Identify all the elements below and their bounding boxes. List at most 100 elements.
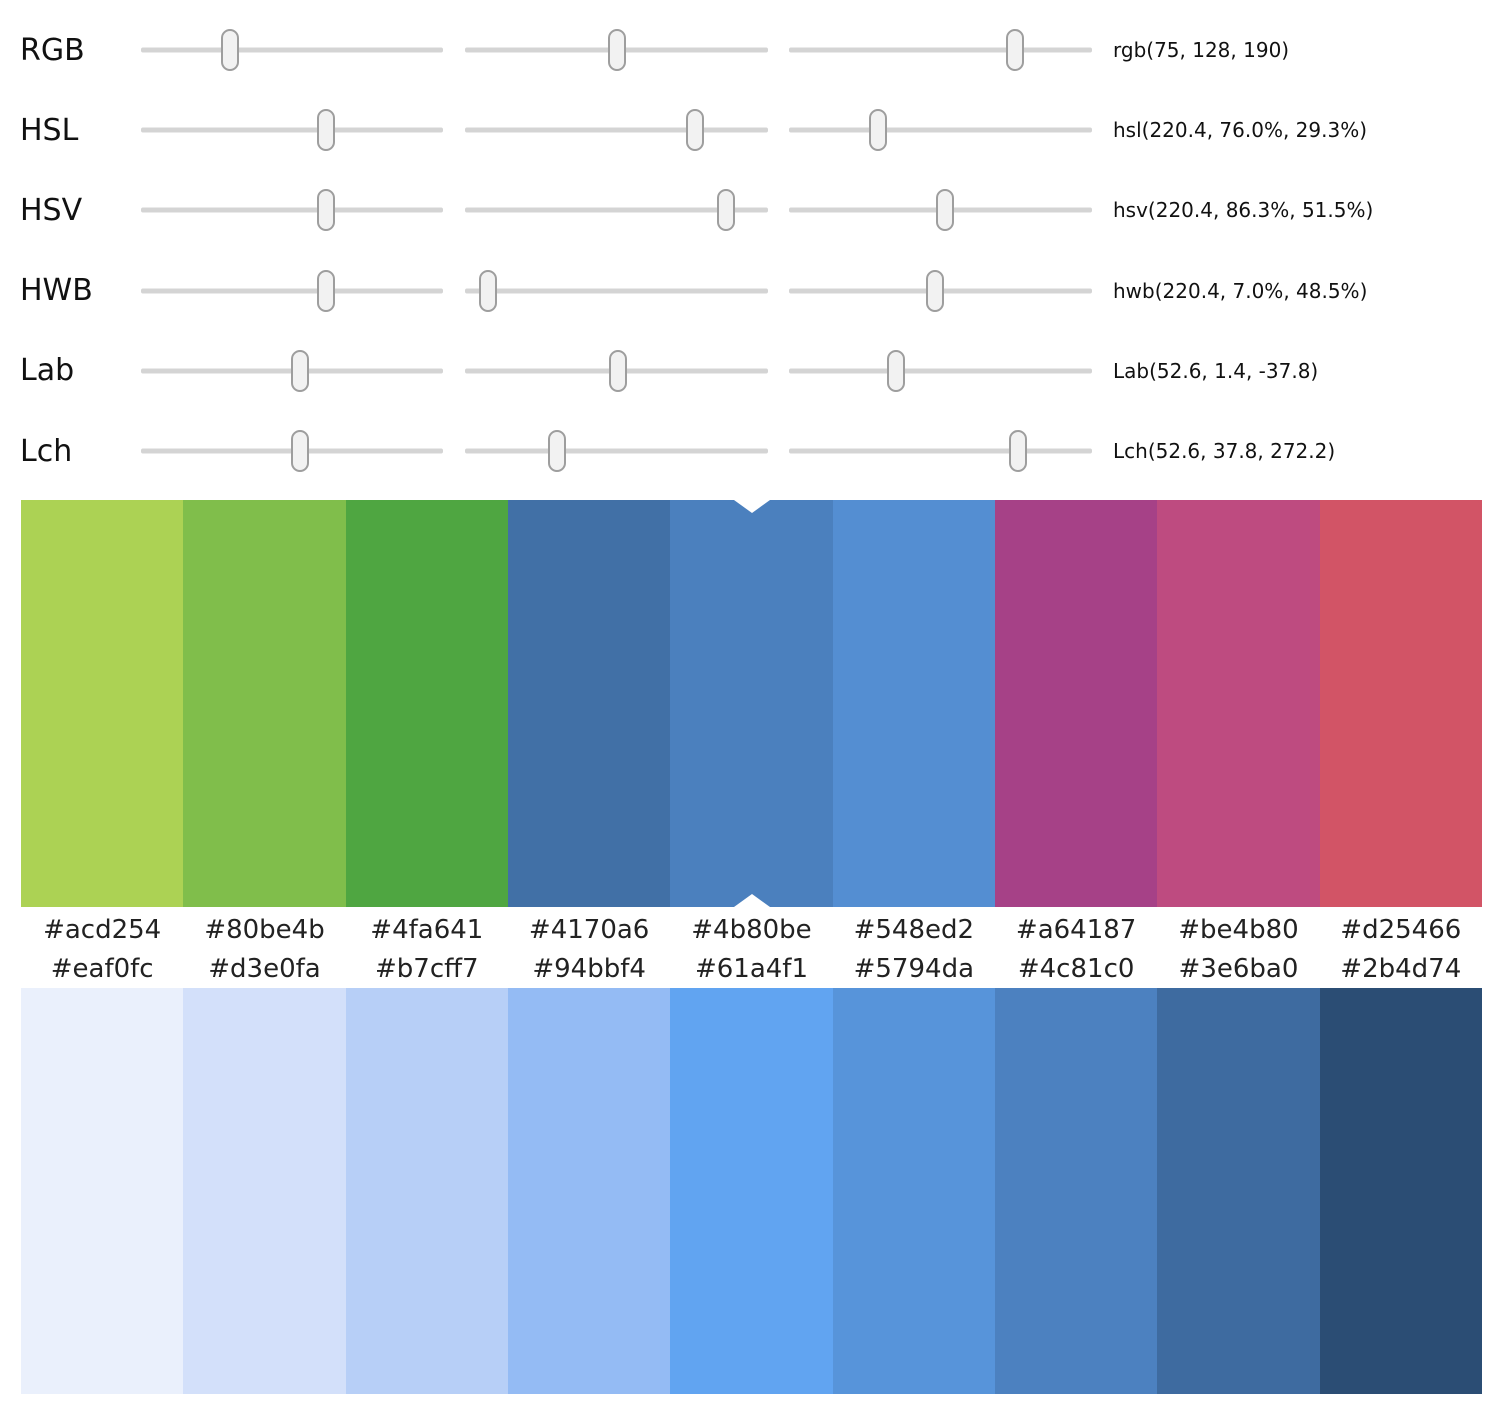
- slider-track[interactable]: [141, 207, 443, 213]
- hue-swatch-1[interactable]: [183, 500, 346, 907]
- hwb-value-readout: hwb(220.4, 7.0%, 48.5%): [1113, 278, 1368, 303]
- hex-label: #be4b80: [1178, 914, 1299, 945]
- lch-value-readout: Lch(52.6, 37.8, 272.2): [1113, 439, 1336, 464]
- shade-swatch-4[interactable]: [670, 988, 833, 1394]
- shade-swatch-5[interactable]: [832, 988, 995, 1394]
- slider-row-hwb: HWB hwb(220.4, 7.0%, 48.5%): [0, 251, 1501, 331]
- lch-channel-3-slider[interactable]: [789, 411, 1092, 491]
- hue-swatch-3[interactable]: [507, 500, 671, 907]
- shade-swatch-1[interactable]: [183, 988, 346, 1394]
- slider-track[interactable]: [789, 368, 1092, 374]
- rgb-channel-3-thumb[interactable]: [1005, 29, 1024, 72]
- hsl-value-readout: hsl(220.4, 76.0%, 29.3%): [1113, 118, 1368, 143]
- slider-track[interactable]: [789, 47, 1092, 53]
- lch-channel-2-thumb[interactable]: [547, 430, 566, 473]
- lab-value-readout: Lab(52.6, 1.4, -37.8): [1113, 358, 1319, 383]
- slider-track[interactable]: [465, 448, 768, 454]
- shade-palette: [21, 988, 1482, 1394]
- colorspace-label-hsv: HSV: [20, 192, 83, 228]
- hue-swatch-0[interactable]: [21, 500, 184, 907]
- hue-swatch-8[interactable]: [1319, 500, 1482, 907]
- slider-track[interactable]: [141, 288, 443, 294]
- hsl-channel-3-thumb[interactable]: [868, 109, 887, 152]
- hex-label: #a64187: [1015, 914, 1137, 945]
- slider-row-hsl: HSL hsl(220.4, 76.0%, 29.3%): [0, 90, 1501, 170]
- selected-swatch-marker-top-icon: [733, 500, 770, 513]
- hex-label: #b7cff7: [375, 954, 479, 984]
- shade-hex-labels: #eaf0fc #d3e0fa #b7cff7 #94bbf4 #61a4f1 …: [21, 950, 1482, 988]
- shade-swatch-8[interactable]: [1319, 988, 1482, 1394]
- hue-swatch-7[interactable]: [1157, 500, 1320, 907]
- slider-track[interactable]: [465, 207, 768, 213]
- hwb-channel-1-slider[interactable]: [141, 251, 443, 331]
- hwb-channel-1-thumb[interactable]: [316, 269, 335, 312]
- hsl-channel-1-thumb[interactable]: [316, 109, 335, 152]
- slider-track[interactable]: [789, 448, 1092, 454]
- hue-swatch-5[interactable]: [832, 500, 995, 907]
- rgb-channel-1-thumb[interactable]: [220, 29, 239, 72]
- slider-track[interactable]: [789, 127, 1092, 133]
- slider-track[interactable]: [465, 127, 768, 133]
- lab-channel-2-slider[interactable]: [465, 331, 768, 411]
- lab-channel-1-slider[interactable]: [141, 331, 443, 411]
- hex-label: #3e6ba0: [1178, 954, 1299, 984]
- rgb-channel-2-slider[interactable]: [465, 10, 768, 90]
- lab-channel-3-slider[interactable]: [789, 331, 1092, 411]
- hue-palette: [21, 500, 1482, 907]
- slider-track[interactable]: [465, 288, 768, 294]
- hsv-channel-1-slider[interactable]: [141, 170, 443, 250]
- shade-swatch-7[interactable]: [1157, 988, 1320, 1394]
- hue-swatch-4-selected[interactable]: [670, 500, 833, 907]
- slider-panel: RGB rgb(75, 128, 190) HSL: [0, 10, 1501, 491]
- hsv-channel-2-thumb[interactable]: [717, 189, 736, 232]
- hwb-channel-2-thumb[interactable]: [478, 269, 497, 312]
- shade-swatch-6[interactable]: [994, 988, 1158, 1394]
- hwb-channel-2-slider[interactable]: [465, 251, 768, 331]
- slider-track[interactable]: [141, 47, 443, 53]
- slider-track[interactable]: [141, 127, 443, 133]
- shade-swatch-3[interactable]: [507, 988, 671, 1394]
- hsl-channel-2-slider[interactable]: [465, 90, 768, 170]
- hex-label: #4b80be: [691, 914, 812, 945]
- lab-channel-1-thumb[interactable]: [290, 349, 309, 392]
- hex-label: #5794da: [853, 954, 974, 984]
- hsv-channel-3-thumb[interactable]: [936, 189, 955, 232]
- lch-channel-2-slider[interactable]: [465, 411, 768, 491]
- lch-channel-1-slider[interactable]: [141, 411, 443, 491]
- hue-swatch-2[interactable]: [345, 500, 508, 907]
- hsl-channel-1-slider[interactable]: [141, 90, 443, 170]
- rgb-channel-1-slider[interactable]: [141, 10, 443, 90]
- rgb-channel-3-slider[interactable]: [789, 10, 1092, 90]
- colorspace-label-lab: Lab: [20, 353, 75, 389]
- lch-channel-1-thumb[interactable]: [290, 430, 309, 473]
- hue-hex-labels: #acd254 #80be4b #4fa641 #4170a6 #4b80be …: [21, 907, 1482, 952]
- hsv-channel-2-slider[interactable]: [465, 170, 768, 250]
- hsv-channel-3-slider[interactable]: [789, 170, 1092, 250]
- hex-label: #61a4f1: [694, 954, 808, 984]
- lab-channel-3-thumb[interactable]: [886, 349, 905, 392]
- slider-row-rgb: RGB rgb(75, 128, 190): [0, 10, 1501, 90]
- hex-label: #548ed2: [853, 914, 975, 945]
- hsl-channel-3-slider[interactable]: [789, 90, 1092, 170]
- shade-swatch-0[interactable]: [21, 988, 184, 1394]
- colorspace-label-hwb: HWB: [20, 273, 93, 309]
- rgb-value-readout: rgb(75, 128, 190): [1113, 38, 1290, 63]
- hue-swatch-6[interactable]: [994, 500, 1158, 907]
- hsv-channel-1-thumb[interactable]: [316, 189, 335, 232]
- rgb-channel-2-thumb[interactable]: [608, 29, 627, 72]
- colorspace-label-rgb: RGB: [20, 32, 85, 68]
- slider-row-lch: Lch Lch(52.6, 37.8, 272.2): [0, 411, 1501, 491]
- hwb-channel-3-thumb[interactable]: [926, 269, 945, 312]
- hex-label: #d3e0fa: [208, 954, 321, 984]
- lab-channel-2-thumb[interactable]: [609, 349, 627, 392]
- hwb-channel-3-slider[interactable]: [789, 251, 1092, 331]
- slider-row-hsv: HSV hsv(220.4, 86.3%, 51.5%): [0, 170, 1501, 250]
- hex-label: #d25466: [1340, 914, 1462, 945]
- hex-label: #2b4d74: [1340, 954, 1462, 984]
- hex-label: #acd254: [43, 914, 162, 945]
- lch-channel-3-thumb[interactable]: [1009, 430, 1028, 473]
- shade-swatch-2[interactable]: [345, 988, 508, 1394]
- hex-label: #4170a6: [528, 914, 650, 945]
- hsl-channel-2-thumb[interactable]: [686, 109, 705, 152]
